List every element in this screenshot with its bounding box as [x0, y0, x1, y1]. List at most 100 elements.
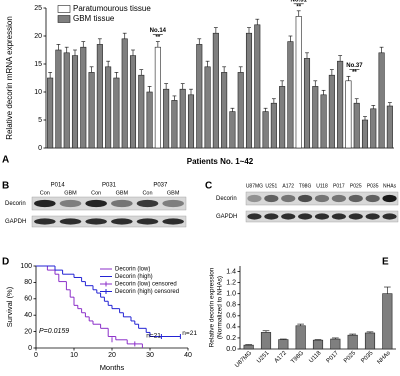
blot-band	[348, 213, 363, 220]
error-bar	[172, 95, 177, 101]
bar	[278, 339, 289, 350]
error-bar	[387, 102, 392, 106]
blot-strip	[31, 215, 187, 228]
bar	[245, 32, 253, 149]
bar	[328, 74, 335, 149]
bar	[229, 111, 236, 149]
blot-band	[264, 213, 279, 220]
error-bar	[106, 60, 111, 67]
error-bar	[329, 69, 334, 76]
lane-label: T98G	[299, 183, 312, 189]
y-tick-label: 0.0	[226, 346, 236, 353]
bar	[105, 66, 112, 149]
blot-band	[136, 218, 159, 225]
bar	[353, 102, 360, 149]
legend-label: Decorin (low)	[115, 267, 150, 273]
row-label: GAPDH	[216, 214, 237, 220]
lane-label: GBM	[116, 190, 129, 196]
blot-band	[136, 199, 159, 208]
bar	[347, 334, 358, 350]
error-bar	[363, 116, 367, 120]
bar	[121, 38, 128, 149]
bar	[187, 94, 195, 149]
error-bar	[89, 66, 94, 73]
error-bar	[263, 107, 268, 112]
bar	[330, 338, 341, 350]
bar	[154, 46, 161, 149]
panel-letter: C	[205, 181, 212, 192]
x-tick-label: U87MG	[234, 350, 253, 369]
bar	[221, 72, 228, 149]
legend-swatch	[57, 5, 71, 13]
bar	[312, 339, 324, 350]
row-label: Decorin	[5, 201, 26, 207]
bar	[361, 119, 369, 149]
blot-band	[298, 194, 313, 203]
lane-label: U118	[316, 183, 328, 189]
bar	[71, 55, 79, 149]
bar	[270, 102, 277, 149]
x-tick-label: NHAs	[377, 350, 392, 365]
lane-label: Con	[142, 190, 152, 196]
legend-label: Paratumourous tissue	[73, 4, 151, 13]
blot-band	[264, 194, 279, 203]
bar	[88, 72, 95, 149]
bar	[196, 44, 203, 149]
bar	[370, 108, 377, 149]
blot-band	[34, 199, 56, 208]
blot-band	[59, 218, 82, 225]
lane-label: U251	[265, 183, 277, 189]
y-axis-label: Relative decorin expression	[209, 267, 216, 347]
bar	[262, 111, 269, 149]
y-tick-label: 60	[24, 296, 32, 303]
x-tick-label: 40	[184, 352, 192, 359]
bar	[243, 344, 254, 350]
error-bar	[245, 344, 253, 346]
error-bar	[139, 69, 144, 76]
error-bar	[271, 98, 276, 104]
error-bar	[56, 44, 61, 50]
bar	[364, 332, 376, 350]
blot-band	[331, 213, 346, 220]
bar	[146, 91, 153, 149]
error-bar	[131, 49, 135, 56]
x-tick-label: U118	[308, 350, 323, 365]
legend-label: Decorin (high) censored	[115, 289, 179, 295]
y-axis-label: Relative decorin mRNA expression	[5, 16, 14, 140]
blot-band	[247, 194, 262, 203]
error-bar	[247, 27, 251, 34]
bar	[254, 24, 261, 149]
sig-label: **	[156, 35, 161, 41]
error-bar	[262, 330, 270, 333]
panel-letter: E	[382, 257, 389, 268]
error-bar	[314, 339, 322, 341]
group-label: P037	[153, 183, 168, 189]
y-tick-label: 0.2	[226, 335, 236, 342]
legend-label: Decorin (high)	[115, 274, 153, 280]
error-bar	[383, 286, 391, 294]
blot-band	[365, 194, 380, 203]
y-tick-label: 10	[34, 89, 42, 96]
legend-swatch	[57, 15, 71, 23]
blot-band	[34, 218, 56, 225]
error-bar	[147, 86, 152, 92]
bar	[386, 105, 393, 149]
error-bar	[189, 88, 193, 95]
lane-label: P025	[350, 183, 362, 189]
blot-band	[348, 194, 363, 203]
bar	[138, 74, 145, 149]
lane-label: P035	[367, 183, 379, 189]
y-axis-label: Survival (%)	[5, 286, 14, 327]
error-bar	[338, 55, 343, 62]
lane-label: GBM	[167, 190, 180, 196]
y-tick-label: 25	[34, 5, 42, 12]
y-tick-label: 1.0	[226, 291, 236, 298]
blot-band	[111, 218, 133, 225]
error-bar	[371, 105, 376, 109]
x-tick-label: A172	[274, 350, 289, 365]
bar	[163, 88, 170, 149]
sig-label: **	[296, 4, 301, 10]
blot-band	[298, 213, 313, 220]
x-axis-label: Patients No. 1~42	[187, 157, 254, 166]
